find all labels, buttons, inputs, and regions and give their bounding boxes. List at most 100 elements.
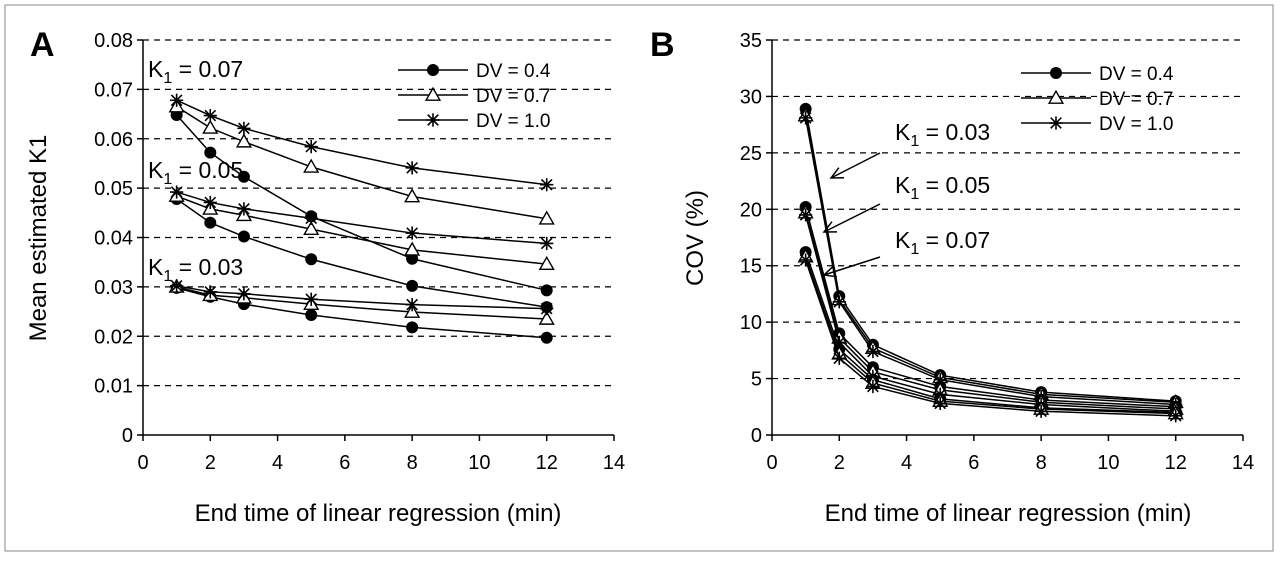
x-axis-title: End time of linear regression (min) [825, 500, 1192, 527]
k1-annotation-sub: 1 [910, 241, 919, 258]
x-tick-label: 8 [1036, 452, 1047, 474]
legend-marker-triangle [1047, 89, 1065, 104]
data-point-star [866, 344, 880, 359]
x-tick-label: 10 [468, 452, 490, 474]
legend: DV = 0.4 DV = 0.7 DV = 1.0 [1021, 64, 1174, 135]
data-point-star [1034, 404, 1048, 418]
legend-marker-circle [427, 64, 439, 76]
y-tick-label: 10 [740, 312, 762, 334]
data-point-star [237, 287, 251, 301]
k1-annotation-rest: = 0.03 [919, 119, 990, 145]
k1-annotation-rest: = 0.07 [919, 227, 990, 253]
k1-annotation: K1 = 0.05 [895, 172, 990, 203]
data-point-star [799, 111, 813, 125]
data-point-triangle [538, 210, 555, 225]
series-line [804, 117, 1176, 406]
y-tick-label: 0.01 [94, 376, 133, 398]
series-line [176, 198, 547, 308]
data-point-star [933, 373, 947, 387]
data-point-star [933, 396, 947, 410]
y-tick-label: 5 [751, 369, 762, 391]
data-point-triangle [404, 188, 421, 203]
y-tick-label: 0 [751, 425, 762, 447]
x-tick-label: 2 [205, 452, 216, 474]
data-point-triangle [303, 220, 320, 235]
data-point-star [799, 208, 813, 222]
legend-marker-triangle [424, 86, 442, 101]
data-point-star [832, 351, 846, 365]
annotation-arrowhead [829, 167, 845, 179]
series-line [176, 285, 547, 310]
data-point-star [203, 195, 217, 210]
k1-annotation-sub: 1 [163, 268, 172, 285]
k1-annotation-rest: = 0.03 [172, 254, 243, 280]
data-point-star [832, 335, 846, 350]
annotation-arrowhead [822, 221, 838, 233]
panel-letter: A [30, 26, 55, 64]
legend-label: DV = 0.7 [476, 86, 550, 107]
k1-annotation-main: K [148, 157, 164, 183]
y-tick-label: 25 [740, 143, 762, 165]
data-point-triangle [404, 241, 421, 256]
x-tick-label: 14 [603, 452, 625, 474]
data-point-circle [305, 309, 318, 322]
x-tick-label: 10 [1097, 452, 1119, 474]
data-point-circle [204, 216, 217, 229]
series-line [804, 212, 1176, 410]
x-axis-title: End time of linear regression (min) [195, 500, 562, 527]
series-line [176, 99, 547, 186]
k1-annotation-main: K [895, 119, 911, 145]
annotation-arrowhead [822, 265, 837, 278]
k1-annotation-sub: 1 [910, 133, 919, 150]
y-tick-label: 30 [740, 86, 762, 108]
x-tick-label: 0 [137, 452, 148, 474]
data-point-star [1169, 409, 1183, 423]
data-point-circle [237, 170, 250, 183]
k1-annotation-sub: 1 [910, 186, 919, 203]
panel-letter: B [650, 26, 675, 64]
data-point-star [203, 285, 217, 299]
k1-annotation-main: K [148, 254, 164, 280]
data-point-star [170, 185, 184, 199]
x-tick-label: 6 [968, 452, 979, 474]
y-tick-label: 15 [740, 256, 762, 278]
series-line [804, 259, 1176, 417]
legend-label: DV = 1.0 [476, 111, 550, 132]
y-tick-label: 0.02 [94, 326, 133, 348]
data-point-circle [204, 146, 217, 159]
k1-annotation: K1 = 0.07 [148, 56, 243, 87]
y-axis-title: COV (%) [682, 190, 709, 286]
data-point-star [304, 292, 318, 306]
y-tick-label: 20 [740, 199, 762, 221]
data-point-star [170, 279, 184, 293]
data-point-star [405, 161, 419, 175]
k1-annotation-sub: 1 [163, 171, 172, 188]
data-point-circle [540, 284, 553, 297]
x-tick-label: 14 [1232, 452, 1254, 474]
figure-border [4, 4, 1274, 552]
data-point-triangle [202, 119, 219, 134]
data-point-star [237, 121, 251, 135]
data-point-star [170, 93, 184, 107]
legend: DV = 0.4 DV = 0.7 DV = 1.0 [398, 61, 551, 132]
k1-annotation-main: K [895, 172, 911, 198]
k1-annotation-rest: = 0.05 [919, 172, 990, 198]
series-line [176, 191, 547, 245]
y-tick-label: 0.08 [94, 30, 133, 52]
data-point-triangle [538, 310, 555, 325]
k1-annotation: K1 = 0.05 [148, 157, 243, 188]
series-line [804, 214, 1176, 413]
series-line [176, 287, 547, 339]
data-point-triangle [538, 255, 555, 271]
k1-annotation-sub: 1 [163, 70, 172, 87]
data-point-star [405, 298, 419, 312]
series-line [804, 256, 1176, 415]
data-point-star [832, 295, 846, 309]
k1-annotation-main: K [148, 56, 164, 82]
k1-annotation: K1 = 0.03 [895, 119, 990, 150]
data-point-star [540, 236, 554, 251]
y-tick-label: 0.04 [94, 228, 133, 250]
x-tick-label: 2 [834, 452, 845, 474]
data-point-star [866, 379, 880, 394]
